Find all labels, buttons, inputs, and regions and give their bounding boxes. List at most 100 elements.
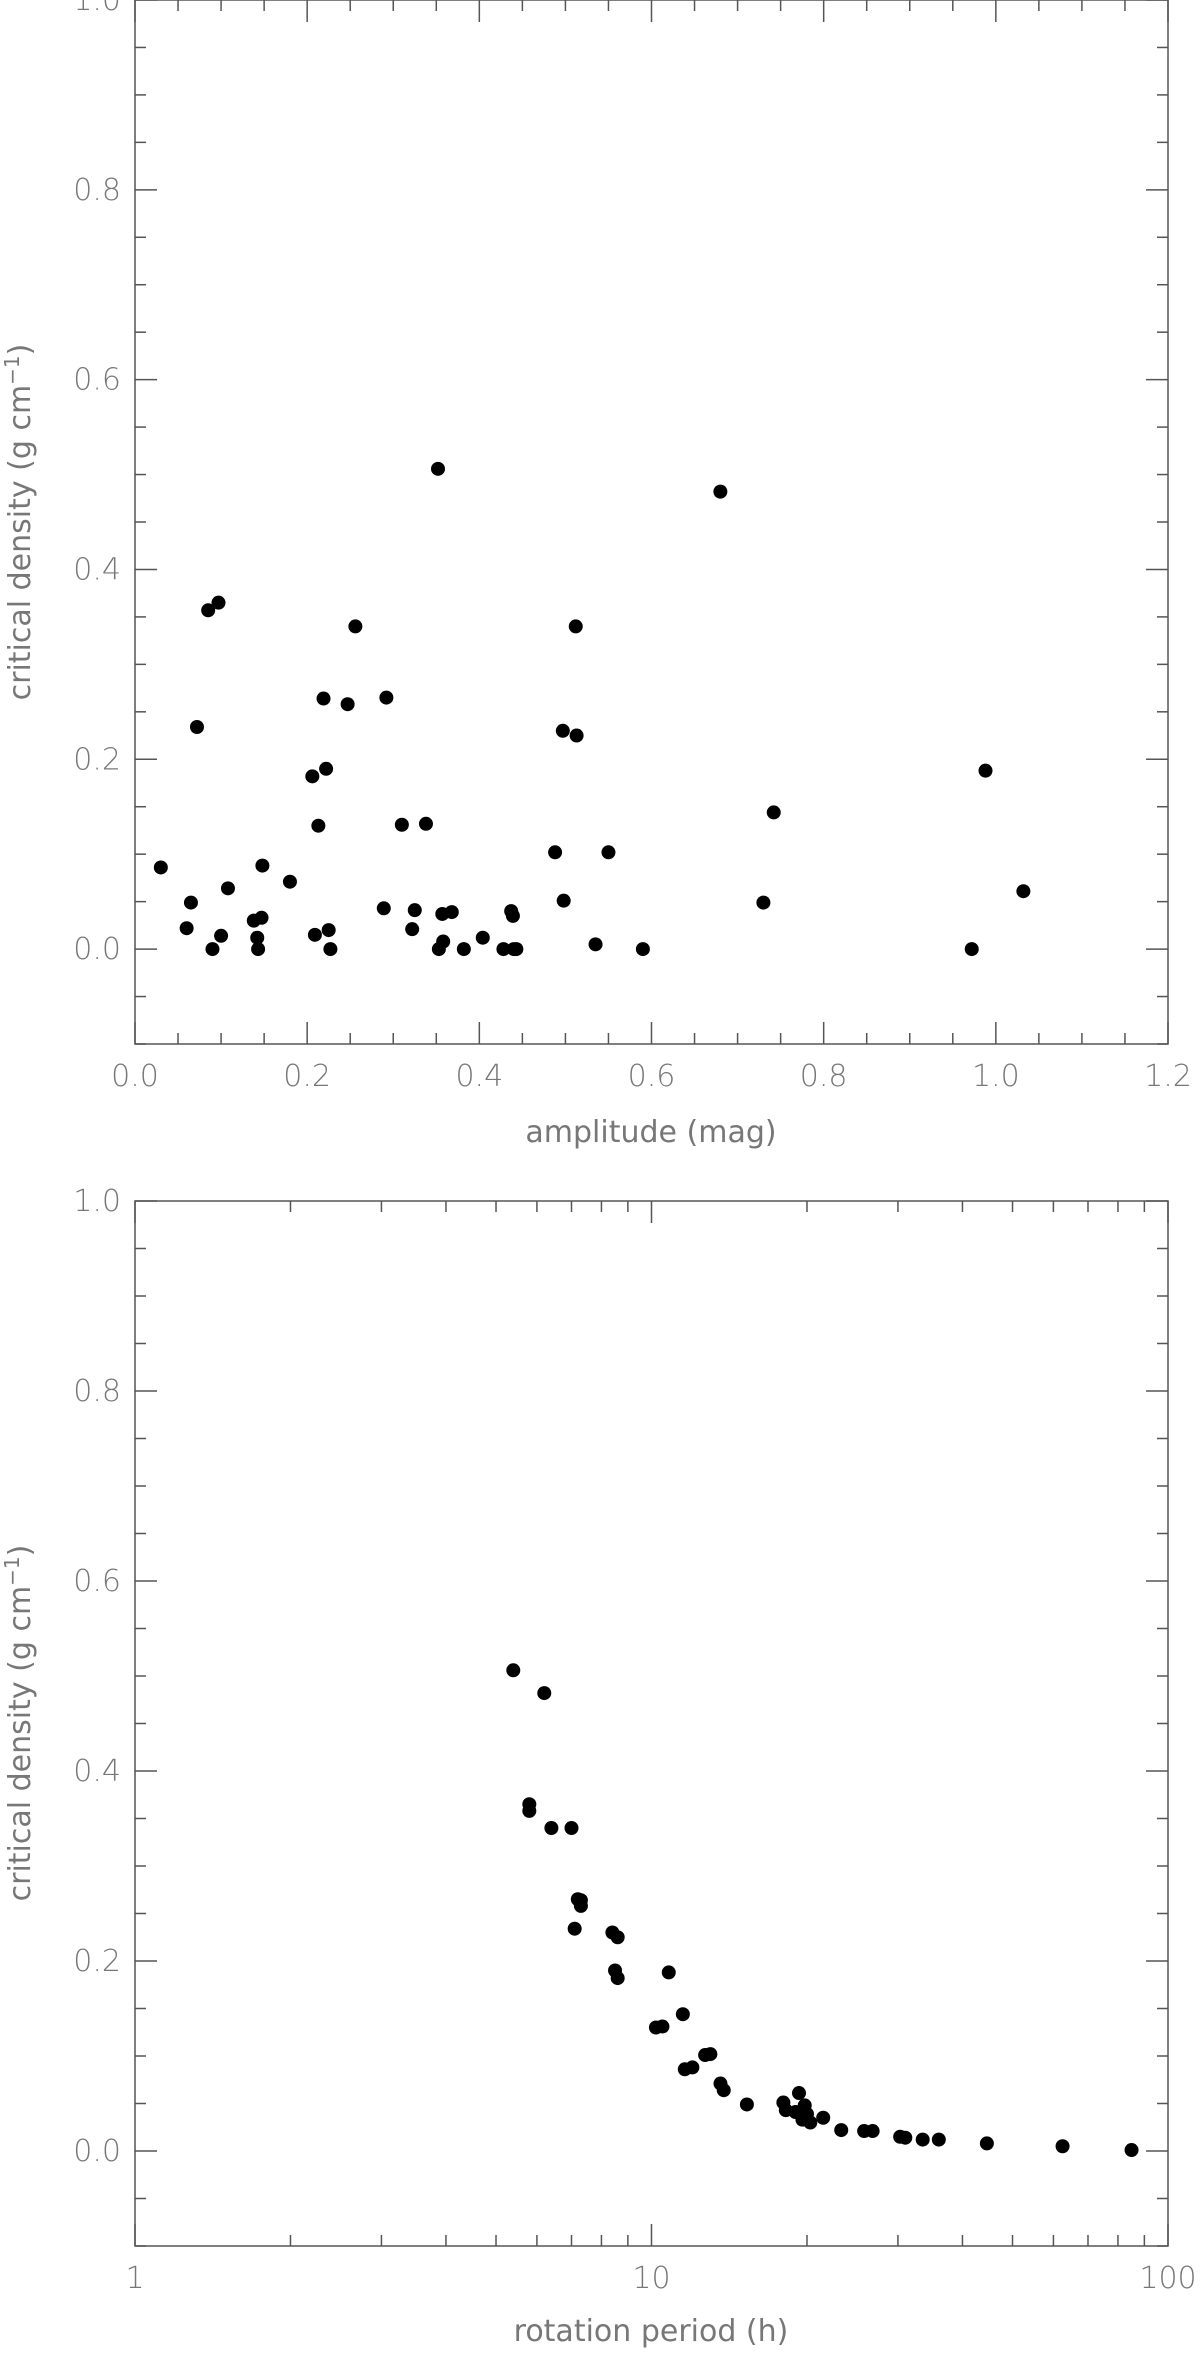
top-y-axis-title-superscript: −1 [0,355,24,384]
top-data-point [220,881,235,896]
top-data-point [436,934,451,949]
bottom-data-point [685,2060,700,2075]
bottom-x-axis-title: rotation period (h) [514,2314,789,2349]
top-data-point [311,818,326,833]
bottom-y-axis-title-superscript: −1 [0,1556,24,1585]
bottom-data-point [791,2086,806,2101]
top-data-point [548,845,563,860]
top-data-point [282,874,297,889]
top-data-point [475,930,490,945]
top-data-point [418,816,433,831]
top-data-point [250,930,265,945]
bottom-y-tick-label: 0.2 [73,1944,121,1979]
bottom-data-point [1124,2143,1139,2158]
top-x-tick-label: 1.0 [972,1059,1020,1094]
top-data-point [376,901,391,916]
bottom-y-tick-label: 0.0 [73,2134,121,2169]
top-data-point [323,942,338,957]
top-data-point [601,845,616,860]
top-data-point [766,805,781,820]
top-data-point [756,895,771,910]
top-y-tick-label: 0.4 [73,552,121,587]
top-points-group [153,461,1031,957]
bottom-data-point [865,2124,880,2139]
bottom-x-tick-label: 10 [632,2261,670,2296]
top-data-point [405,922,420,937]
bottom-data-point [567,1921,582,1936]
bottom-data-point [610,1930,625,1945]
bottom-y-axis-title-main: critical density (g cm [3,1586,38,1902]
top-x-tick-label: 0.6 [628,1059,676,1094]
top-data-point [568,619,583,634]
top-x-tick-label: 0.8 [800,1059,848,1094]
bottom-y-tick-label: 0.8 [73,1374,121,1409]
top-data-point [307,927,322,942]
top-data-point [251,942,266,957]
top-data-point [214,928,229,943]
top-y-tick-label: 0.2 [73,742,121,777]
top-data-point [255,858,270,873]
bottom-data-point [655,2019,670,2034]
top-data-point [189,720,204,735]
top-data-point [211,595,226,610]
bottom-data-point [979,2136,994,2151]
bottom-data-point [739,2097,754,2112]
bottom-data-point [661,1965,676,1980]
top-data-point [407,903,422,918]
bottom-data-point [931,2132,946,2147]
bottom-y-tick-label: 0.4 [73,1754,121,1789]
bottom-data-point [544,1821,559,1835]
top-data-point [316,691,331,706]
bottom-y-tick-label: 0.6 [73,1564,121,1599]
bottom-data-point [716,2083,731,2098]
bottom-data-point [898,2130,913,2145]
top-data-point [321,923,336,938]
top-data-point [254,910,269,925]
bottom-x-tick-label: 100 [1139,2261,1196,2296]
top-data-point [964,942,979,957]
top-data-point [713,484,728,499]
top-y-axis-title: critical density (g cm−1) [0,344,38,701]
top-y-axis-title-close: ) [3,344,38,356]
bottom-data-point [564,1821,579,1835]
top-data-point [319,761,334,776]
top-data-point [379,690,394,705]
top-x-tick-label: 0.4 [455,1059,503,1094]
top-data-point [456,942,471,957]
top-x-tick-label: 0.2 [283,1059,331,1094]
top-x-tick-label: 0.0 [111,1059,159,1094]
top-data-point [555,723,570,738]
bottom-data-point [537,1686,552,1701]
top-data-point [569,728,584,743]
top-data-point [305,769,320,784]
bottom-y-axis-title: critical density (g cm−1) [0,1545,38,1902]
top-data-point [556,893,571,908]
top-data-point [340,697,355,712]
bottom-data-point [522,1803,537,1818]
top-y-tick-label: 1.0 [73,0,121,18]
bottom-plot-frame [134,1200,1169,2247]
top-data-point [1016,884,1031,899]
bottom-data-point [573,1898,588,1913]
top-tick-group: 0.0 0.2 0.4 0.6 0.8 1.0 0.0 0.2 0.4 0.6 0.8 1.0 1.2 [73,0,1192,1094]
top-data-point [635,942,650,957]
top-x-axis-title: amplitude (mag) [525,1115,776,1150]
top-data-point [505,908,520,923]
top-y-axis-title-main: critical density (g cm [3,385,38,701]
top-data-point [394,817,409,832]
top-x-tick-label: 1.2 [1144,1059,1192,1094]
bottom-panel: 0.0 0.2 0.4 0.6 0.8 1.0 1 10 100 rotation period… [0,1184,1197,2349]
bottom-y-tick-label: 1.0 [73,1184,121,1219]
top-data-point [205,942,220,957]
top-data-point [348,619,363,634]
bottom-data-point [506,1663,521,1678]
bottom-data-point [703,2047,718,2062]
bottom-y-axis-title-close: ) [3,1545,38,1557]
top-y-tick-label: 0.0 [73,932,121,967]
top-data-point [431,461,446,476]
bottom-data-point [915,2132,930,2147]
top-data-point [509,942,524,957]
bottom-x-tick-label: 1 [125,2261,144,2296]
bottom-data-point [803,2115,818,2130]
